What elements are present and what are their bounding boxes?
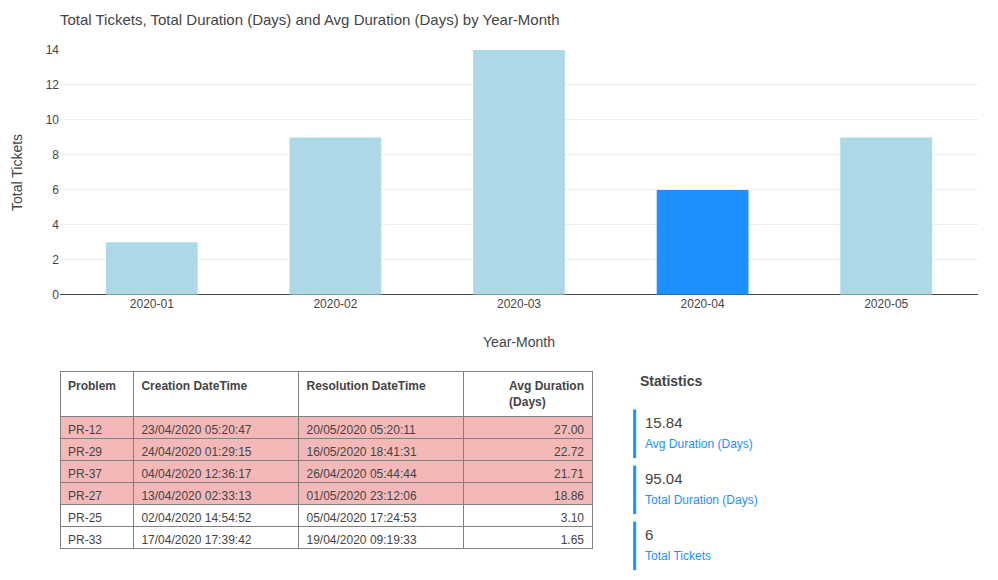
svg-text:6: 6 [645,526,653,543]
svg-text:Total Duration (Days): Total Duration (Days) [645,493,758,507]
svg-text:21.71: 21.71 [554,467,584,481]
svg-text:16/05/2020 18:41:31: 16/05/2020 18:41:31 [306,445,416,459]
svg-text:2020-04: 2020-04 [681,297,725,311]
svg-text:2020-03: 2020-03 [497,297,541,311]
svg-text:2020-01: 2020-01 [130,297,174,311]
svg-text:6: 6 [52,183,59,197]
svg-text:PR-27: PR-27 [68,489,102,503]
svg-text:Creation DateTime: Creation DateTime [141,379,247,393]
svg-text:0: 0 [52,288,59,302]
svg-text:05/04/2020 17:24:53: 05/04/2020 17:24:53 [306,511,416,525]
svg-text:27.00: 27.00 [554,423,584,437]
svg-text:Resolution DateTime: Resolution DateTime [306,379,425,393]
svg-text:15.84: 15.84 [645,414,683,431]
svg-text:22.72: 22.72 [554,445,584,459]
svg-text:PR-12: PR-12 [68,423,102,437]
svg-text:Avg Duration (Days): Avg Duration (Days) [645,437,753,451]
svg-text:Avg Duration(Days): Avg Duration(Days) [509,379,584,409]
svg-text:PR-37: PR-37 [68,467,102,481]
svg-text:18.86: 18.86 [554,489,584,503]
svg-text:23/04/2020 05:20:47: 23/04/2020 05:20:47 [141,423,251,437]
svg-text:04/04/2020 12:36:17: 04/04/2020 12:36:17 [141,467,251,481]
svg-text:13/04/2020 02:33:13: 13/04/2020 02:33:13 [141,489,251,503]
svg-text:Total Tickets, Total Duration: Total Tickets, Total Duration (Days) and… [60,11,560,28]
svg-text:02/04/2020 14:54:52: 02/04/2020 14:54:52 [141,511,251,525]
svg-text:PR-33: PR-33 [68,533,102,547]
svg-text:2020-02: 2020-02 [313,297,357,311]
svg-text:26/04/2020 05:44:44: 26/04/2020 05:44:44 [306,467,416,481]
svg-text:Problem: Problem [68,379,116,393]
svg-text:14: 14 [46,43,60,57]
svg-text:4: 4 [52,218,59,232]
svg-text:PR-25: PR-25 [68,511,102,525]
svg-text:10: 10 [46,113,60,127]
svg-text:17/04/2020 17:39:42: 17/04/2020 17:39:42 [141,533,251,547]
svg-text:19/04/2020 09:19:33: 19/04/2020 09:19:33 [306,533,416,547]
svg-text:Total Tickets: Total Tickets [645,549,711,563]
svg-text:Total Tickets: Total Tickets [9,134,25,211]
svg-text:95.04: 95.04 [645,470,683,487]
svg-text:01/05/2020 23:12:06: 01/05/2020 23:12:06 [306,489,416,503]
svg-text:Statistics: Statistics [640,373,702,389]
svg-text:2020-05: 2020-05 [864,297,908,311]
svg-text:20/05/2020 05:20:11: 20/05/2020 05:20:11 [306,423,416,437]
svg-text:2: 2 [52,253,59,267]
svg-text:PR-29: PR-29 [68,445,102,459]
svg-text:3.10: 3.10 [561,511,585,525]
svg-text:1.65: 1.65 [561,533,585,547]
svg-text:12: 12 [46,78,60,92]
svg-text:Year-Month: Year-Month [483,334,555,350]
svg-text:8: 8 [52,148,59,162]
svg-text:24/04/2020 01:29:15: 24/04/2020 01:29:15 [141,445,251,459]
